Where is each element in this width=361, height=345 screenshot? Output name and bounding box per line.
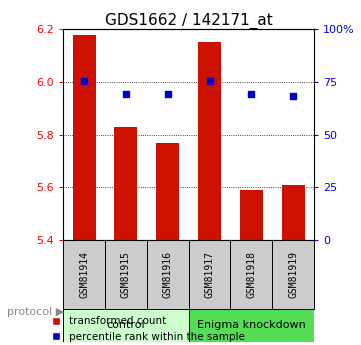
Bar	[188, 309, 314, 342]
Legend: transformed count, percentile rank within the sample: transformed count, percentile rank withi…	[52, 316, 245, 342]
Bar	[63, 240, 105, 309]
Text: GSM81915: GSM81915	[121, 251, 131, 298]
Text: GSM81916: GSM81916	[163, 251, 173, 298]
Point	[81, 78, 87, 84]
Point	[123, 91, 129, 96]
Bar	[105, 240, 147, 309]
Point	[165, 91, 171, 96]
Bar	[282, 185, 305, 240]
Bar	[73, 34, 96, 240]
Text: control: control	[106, 320, 145, 330]
Bar	[188, 240, 230, 309]
Text: GSM81914: GSM81914	[79, 251, 89, 298]
Bar	[230, 240, 272, 309]
Text: Enigma knockdown: Enigma knockdown	[197, 320, 306, 330]
Bar	[114, 127, 138, 240]
Bar	[198, 42, 221, 240]
Text: protocol ▶: protocol ▶	[7, 307, 65, 317]
Title: GDS1662 / 142171_at: GDS1662 / 142171_at	[105, 13, 273, 29]
Point	[206, 78, 212, 84]
Text: GSM81919: GSM81919	[288, 251, 298, 298]
Point	[248, 91, 254, 96]
Text: GSM81918: GSM81918	[246, 251, 256, 298]
Point	[290, 93, 296, 98]
Bar	[147, 240, 188, 309]
Bar	[240, 190, 263, 240]
Text: GSM81917: GSM81917	[205, 251, 214, 298]
Bar	[156, 142, 179, 240]
Bar	[63, 309, 188, 342]
Bar	[272, 240, 314, 309]
